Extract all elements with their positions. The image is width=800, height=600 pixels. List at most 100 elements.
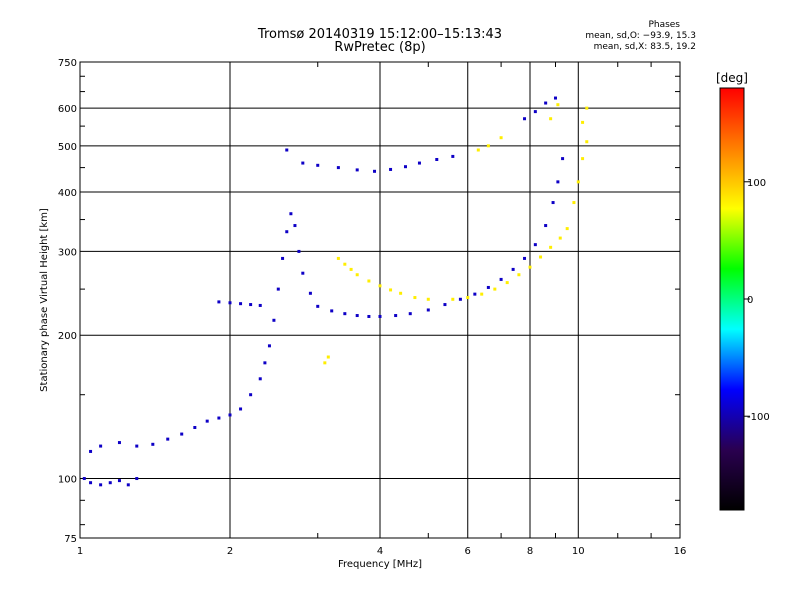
o-mode-point xyxy=(301,271,305,275)
o-mode-point xyxy=(556,180,560,184)
o-mode-point xyxy=(272,318,276,322)
o-mode-point xyxy=(355,168,359,172)
colorbar-gradient xyxy=(719,87,745,511)
o-mode-point xyxy=(355,314,359,318)
x-mode-point xyxy=(539,255,543,259)
x-mode-point xyxy=(336,256,340,260)
o-mode-point xyxy=(249,393,253,397)
y-tick-label: 500 xyxy=(58,142,77,153)
x-mode-point xyxy=(576,180,580,184)
x-mode-point xyxy=(476,148,480,152)
x-mode-point xyxy=(389,288,393,292)
o-mode-point xyxy=(293,224,297,228)
colorbar-tick-label: 100 xyxy=(747,178,766,189)
x-mode-point xyxy=(451,297,455,301)
x-mode-point xyxy=(349,267,353,271)
x-tick-label: 1 xyxy=(77,546,83,557)
o-mode-point xyxy=(443,303,447,307)
x-mode-point xyxy=(585,140,589,144)
data-points xyxy=(82,96,589,487)
x-mode-point xyxy=(326,355,330,359)
x-mode-point xyxy=(323,361,327,365)
o-mode-point xyxy=(276,287,280,291)
x-mode-point xyxy=(426,297,430,301)
o-mode-point xyxy=(343,312,347,316)
y-tick-label: 400 xyxy=(58,188,77,199)
o-mode-point xyxy=(239,302,243,306)
y-axis: 75 100 200 300 400 500 600 750 xyxy=(58,58,680,545)
y-tick-label: 100 xyxy=(58,475,77,486)
x-mode-point xyxy=(556,103,560,107)
o-mode-point xyxy=(108,481,112,485)
o-mode-point xyxy=(426,308,430,312)
x-mode-point xyxy=(505,281,509,285)
o-mode-point xyxy=(258,377,262,381)
chart-title: Tromsø 20140319 15:12:00–15:13:43 xyxy=(257,27,503,42)
o-mode-point xyxy=(239,407,243,411)
phases-title: Phases xyxy=(648,20,680,30)
x-mode-point xyxy=(367,279,371,283)
o-mode-point xyxy=(135,477,139,481)
o-mode-point xyxy=(285,148,289,152)
o-mode-point xyxy=(289,212,293,216)
o-mode-point xyxy=(82,477,86,481)
y-tick-label: 300 xyxy=(58,247,77,258)
o-mode-point xyxy=(205,419,209,423)
o-mode-point xyxy=(551,201,555,205)
x-tick-label: 6 xyxy=(465,546,471,557)
phases-o-stats: mean, sd,O: −93.9, 15.3 xyxy=(585,31,696,41)
o-mode-point xyxy=(228,301,232,305)
colorbar-label: [deg] xyxy=(716,71,748,85)
o-mode-point xyxy=(228,413,232,417)
o-mode-point xyxy=(217,416,221,420)
x-mode-point xyxy=(565,227,569,231)
o-mode-point xyxy=(126,483,130,487)
x-mode-point xyxy=(517,273,521,277)
chart-subtitle: RwPretec (8p) xyxy=(334,40,426,55)
o-mode-point xyxy=(389,167,393,171)
grid-lines xyxy=(80,62,680,538)
x-tick-label: 8 xyxy=(527,546,533,557)
x-mode-point xyxy=(480,292,484,296)
o-mode-point xyxy=(394,314,398,318)
y-tick-label: 750 xyxy=(58,58,77,69)
x-tick-label: 16 xyxy=(674,546,687,557)
o-mode-point xyxy=(263,361,267,365)
x-tick-label: 4 xyxy=(377,546,383,557)
x-mode-point xyxy=(343,262,347,266)
o-mode-point xyxy=(249,303,253,307)
y-axis-label: Stationary phase Virtual Height [km] xyxy=(39,208,50,392)
o-mode-point xyxy=(166,437,170,441)
o-mode-point xyxy=(89,481,93,485)
o-mode-point xyxy=(301,161,305,165)
o-mode-point xyxy=(281,256,285,260)
x-mode-point xyxy=(413,296,417,300)
y-tick-label: 75 xyxy=(64,534,77,545)
o-mode-point xyxy=(336,166,340,170)
phases-x-stats: mean, sd,X: 83.5, 19.2 xyxy=(593,42,696,52)
o-mode-point xyxy=(117,441,121,445)
o-mode-point xyxy=(511,267,515,271)
o-mode-point xyxy=(408,312,412,316)
o-mode-point xyxy=(285,230,289,234)
o-mode-point xyxy=(308,291,312,295)
x-mode-point xyxy=(528,265,532,269)
o-mode-point xyxy=(330,309,334,313)
o-mode-point xyxy=(89,449,93,453)
x-mode-point xyxy=(499,136,503,140)
o-mode-point xyxy=(458,297,462,301)
o-mode-point xyxy=(473,292,477,296)
x-mode-point xyxy=(378,284,382,288)
colorbar-tick-label: -100 xyxy=(747,412,770,423)
o-mode-point xyxy=(99,483,103,487)
o-mode-point xyxy=(117,479,121,483)
x-mode-point xyxy=(581,157,585,161)
o-mode-point xyxy=(523,256,527,260)
o-mode-point xyxy=(99,444,103,448)
o-mode-point xyxy=(403,165,407,169)
plot-frame xyxy=(79,61,681,539)
colorbar-tick-label: 0 xyxy=(747,295,753,306)
x-mode-point xyxy=(355,273,359,277)
x-mode-point xyxy=(399,291,403,295)
o-mode-point xyxy=(193,425,197,429)
